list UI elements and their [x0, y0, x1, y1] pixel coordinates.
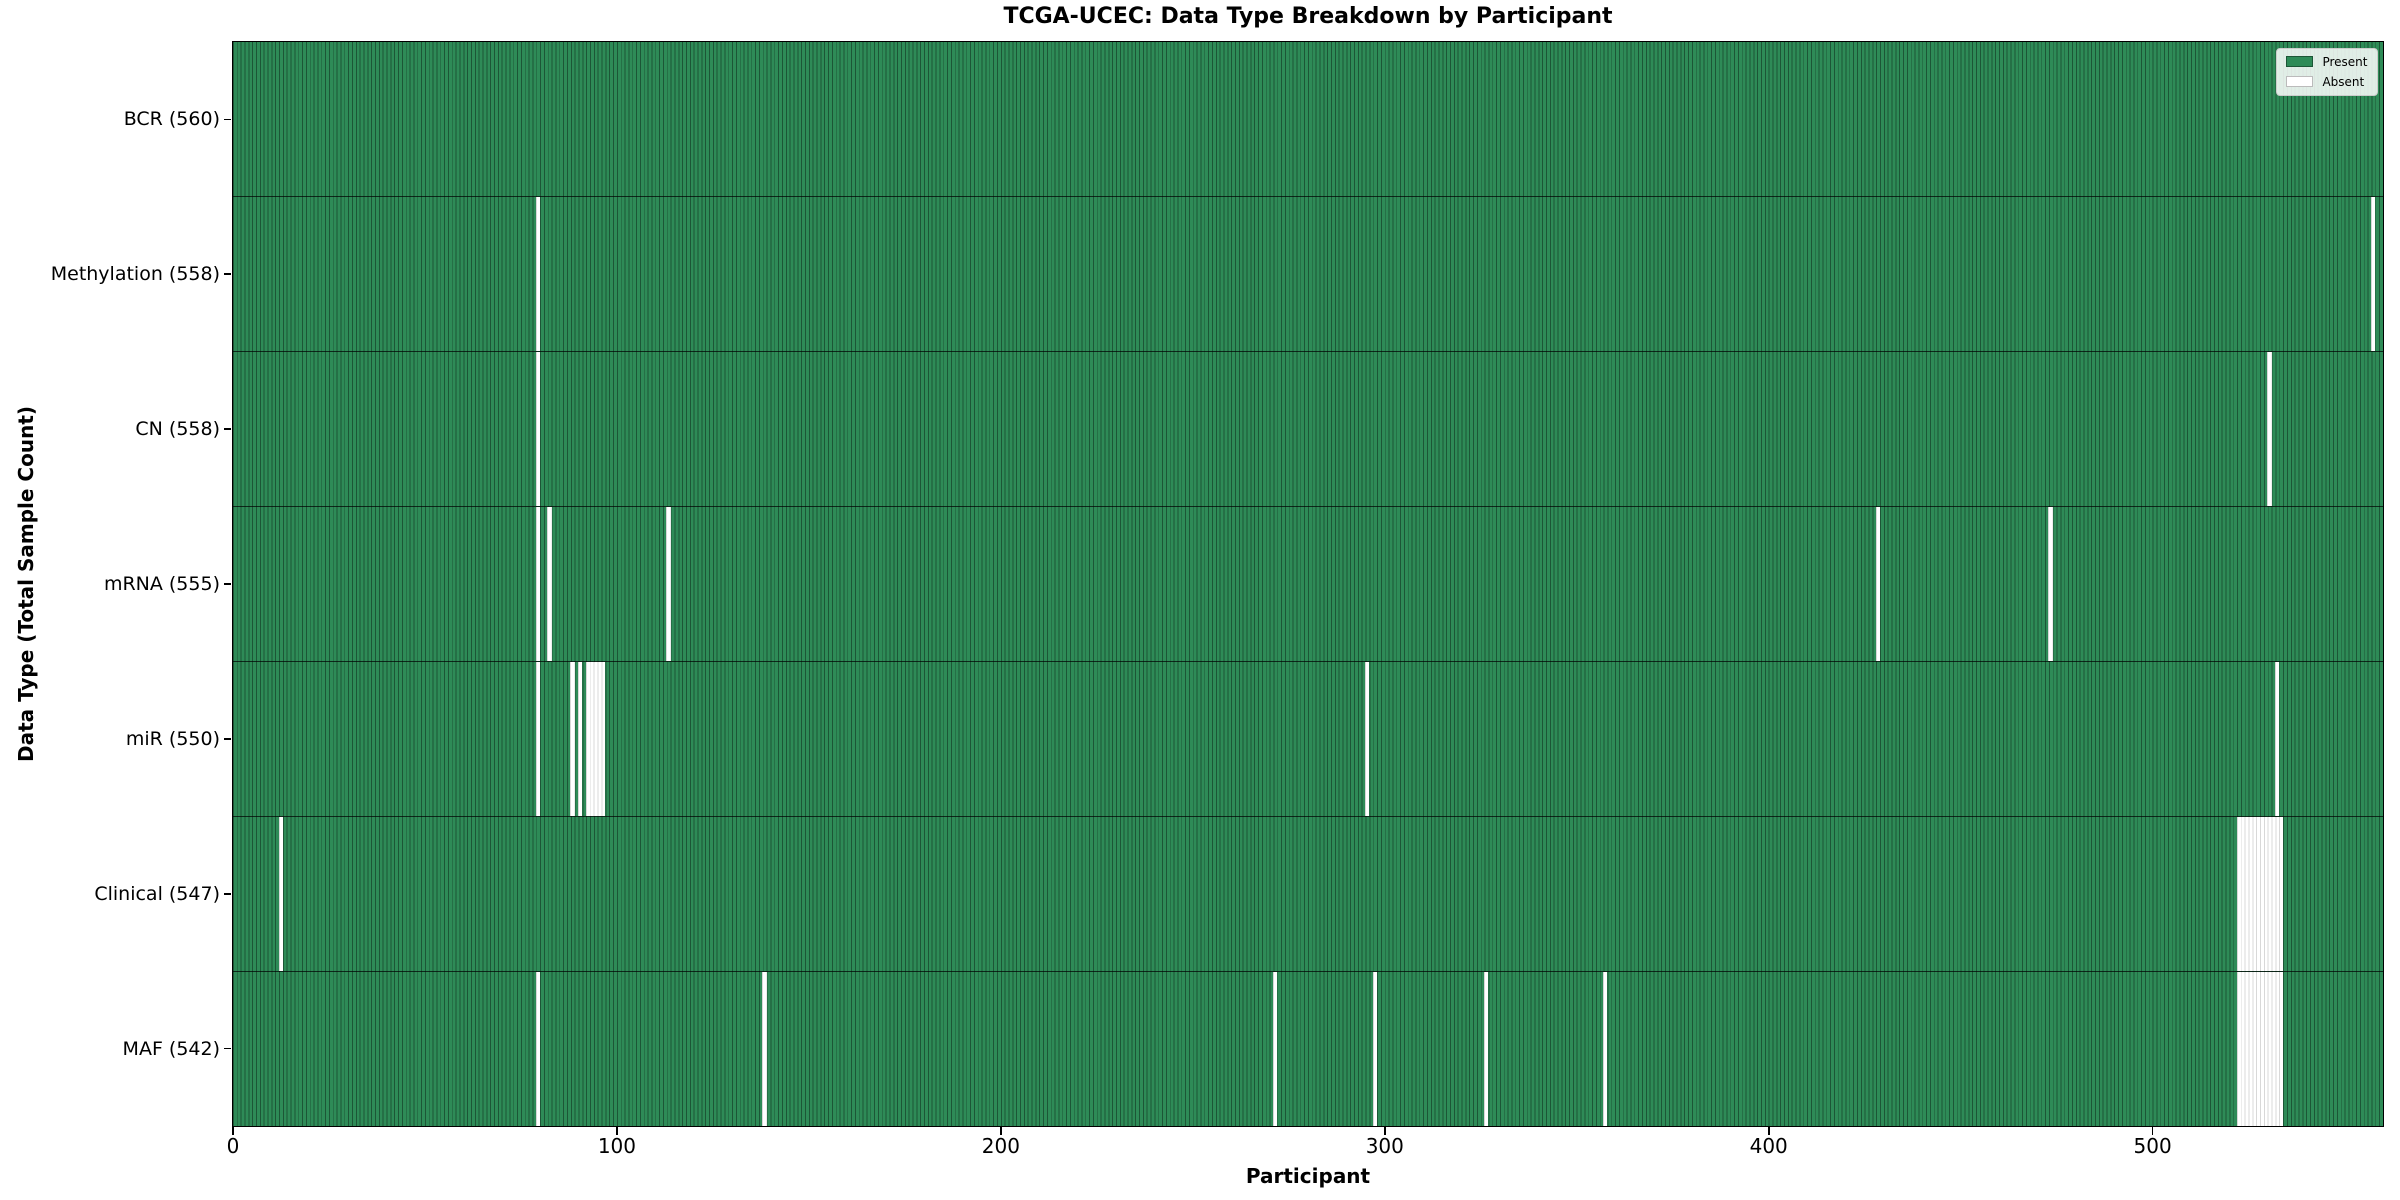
- x-tick-label: 300: [1365, 1134, 1404, 1158]
- absent-band: [585, 661, 605, 816]
- y-tick-mark: [224, 1047, 231, 1050]
- y-tick-label: Methylation (558): [50, 263, 220, 286]
- y-tick-mark: [224, 428, 231, 430]
- absent-band: [535, 506, 540, 661]
- absent-band: [535, 351, 540, 506]
- absent-band: [535, 196, 540, 351]
- present-swatch: [2286, 56, 2314, 67]
- absent-band: [1372, 971, 1377, 1126]
- legend-label-absent: Absent: [2322, 74, 2365, 89]
- x-tick-mark: [1767, 1127, 1770, 1135]
- legend-item-present: Present: [2286, 54, 2368, 69]
- row-clinical: [232, 815, 2383, 971]
- row-maf: [232, 970, 2383, 1126]
- row-bcr: [232, 41, 2383, 196]
- x-tick-mark: [1000, 1127, 1002, 1135]
- legend: Present Absent: [2276, 47, 2378, 96]
- absent-band: [547, 506, 552, 661]
- y-tick-mark: [224, 118, 231, 121]
- y-tick-label: mRNA (555): [103, 573, 220, 595]
- y-tick-mark: [224, 738, 231, 740]
- y-tick-label: MAF (542): [122, 1037, 220, 1060]
- absent-band: [535, 971, 540, 1126]
- plot-area: Present Absent: [231, 40, 2384, 1127]
- absent-swatch: [2286, 76, 2314, 87]
- absent-band: [1875, 506, 1880, 661]
- y-tick-label: CN (558): [135, 418, 220, 441]
- y-tick-mark: [224, 583, 231, 585]
- absent-band: [2048, 506, 2053, 661]
- x-tick-label: 500: [2133, 1134, 2172, 1158]
- absent-band: [1272, 971, 1278, 1126]
- legend-label-present: Present: [2322, 54, 2368, 69]
- absent-band: [2267, 351, 2272, 506]
- x-tick-label: 200: [981, 1134, 1020, 1158]
- absent-band: [2370, 196, 2376, 351]
- rows: [232, 41, 2383, 1126]
- row-methylation: [232, 195, 2383, 351]
- absent-band: [535, 661, 540, 816]
- absent-band: [1365, 661, 1370, 816]
- x-tick-mark: [1383, 1127, 1386, 1135]
- absent-band: [278, 816, 283, 971]
- absent-band: [578, 661, 583, 816]
- x-tick-mark: [2151, 1127, 2154, 1135]
- y-tick-label: BCR (560): [123, 108, 220, 131]
- x-tick-mark: [232, 1127, 234, 1135]
- y-tick-mark: [224, 892, 231, 895]
- absent-band: [2275, 661, 2280, 816]
- x-tick-label: 100: [597, 1134, 637, 1158]
- absent-band: [2236, 971, 2283, 1126]
- x-axis-label: Participant: [1245, 1164, 1371, 1188]
- absent-band: [1603, 971, 1608, 1126]
- absent-band: [2236, 816, 2283, 971]
- row-mrna: [232, 505, 2383, 661]
- legend-item-absent: Absent: [2286, 75, 2367, 89]
- y-tick-label: Clinical (547): [94, 882, 220, 905]
- absent-band: [570, 661, 575, 816]
- x-tick-mark: [616, 1127, 618, 1135]
- chart-title: TCGA-UCEC: Data Type Breakdown by Partic…: [1003, 4, 1613, 29]
- absent-band: [762, 971, 767, 1126]
- absent-band: [1484, 971, 1489, 1126]
- absent-band: [666, 506, 671, 661]
- y-tick-mark: [224, 273, 231, 276]
- row-cn: [232, 350, 2383, 506]
- y-tick-label: miR (550): [125, 727, 220, 750]
- row-mir: [232, 660, 2383, 816]
- x-tick-label: 400: [1749, 1134, 1788, 1158]
- x-tick-label: 0: [226, 1134, 240, 1158]
